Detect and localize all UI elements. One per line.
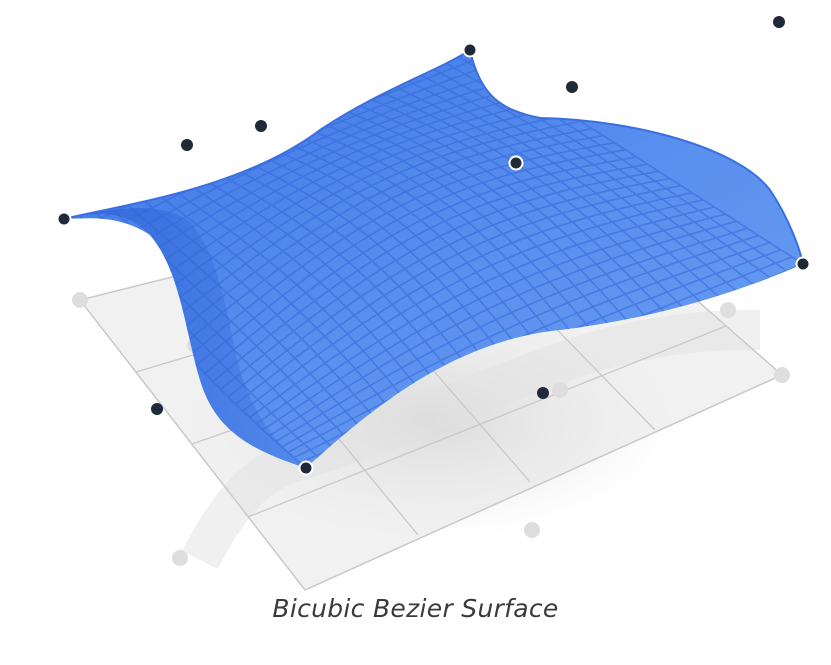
control-point-icon bbox=[255, 120, 267, 132]
mesh-line-v bbox=[287, 241, 770, 454]
mesh-line-v bbox=[227, 177, 670, 398]
mesh-line-v bbox=[220, 170, 659, 391]
mesh-line-v bbox=[255, 206, 715, 425]
mesh-line-v bbox=[103, 77, 515, 266]
control-point-icon bbox=[537, 387, 549, 399]
control-point-icon bbox=[508, 155, 524, 171]
control-points bbox=[56, 16, 811, 476]
mesh-line-v bbox=[142, 106, 559, 309]
mesh-line-v bbox=[268, 220, 737, 437]
control-point-icon bbox=[151, 403, 163, 415]
mesh-line-v bbox=[94, 70, 504, 254]
mesh-line-v bbox=[242, 191, 693, 412]
mesh-line-v bbox=[196, 149, 626, 366]
control-point-icon bbox=[298, 460, 314, 476]
mesh-line-v bbox=[249, 199, 704, 419]
mesh-line-v bbox=[262, 213, 726, 431]
mesh-line-v bbox=[123, 92, 537, 288]
mesh-line-v bbox=[179, 134, 604, 348]
mesh-line-v bbox=[204, 156, 637, 375]
mesh-line-v bbox=[235, 184, 682, 405]
control-point-icon bbox=[795, 256, 811, 272]
control-point-icon bbox=[773, 16, 785, 28]
mesh-line-v bbox=[113, 84, 526, 277]
mesh-line-v bbox=[170, 127, 593, 339]
mesh-line-v bbox=[281, 234, 759, 448]
mesh-line-v bbox=[275, 227, 748, 443]
mesh-line-v bbox=[187, 141, 615, 357]
mesh-line-v bbox=[152, 113, 571, 319]
control-point-icon bbox=[181, 139, 193, 151]
control-point-icon bbox=[566, 81, 578, 93]
mesh-line-v bbox=[133, 99, 548, 298]
mesh-line-v bbox=[161, 120, 582, 329]
mesh-line-v bbox=[212, 163, 648, 383]
diagram-caption: Bicubic Bezier Surface bbox=[272, 594, 559, 623]
control-point-icon bbox=[56, 211, 72, 227]
control-point-icon bbox=[462, 42, 478, 58]
